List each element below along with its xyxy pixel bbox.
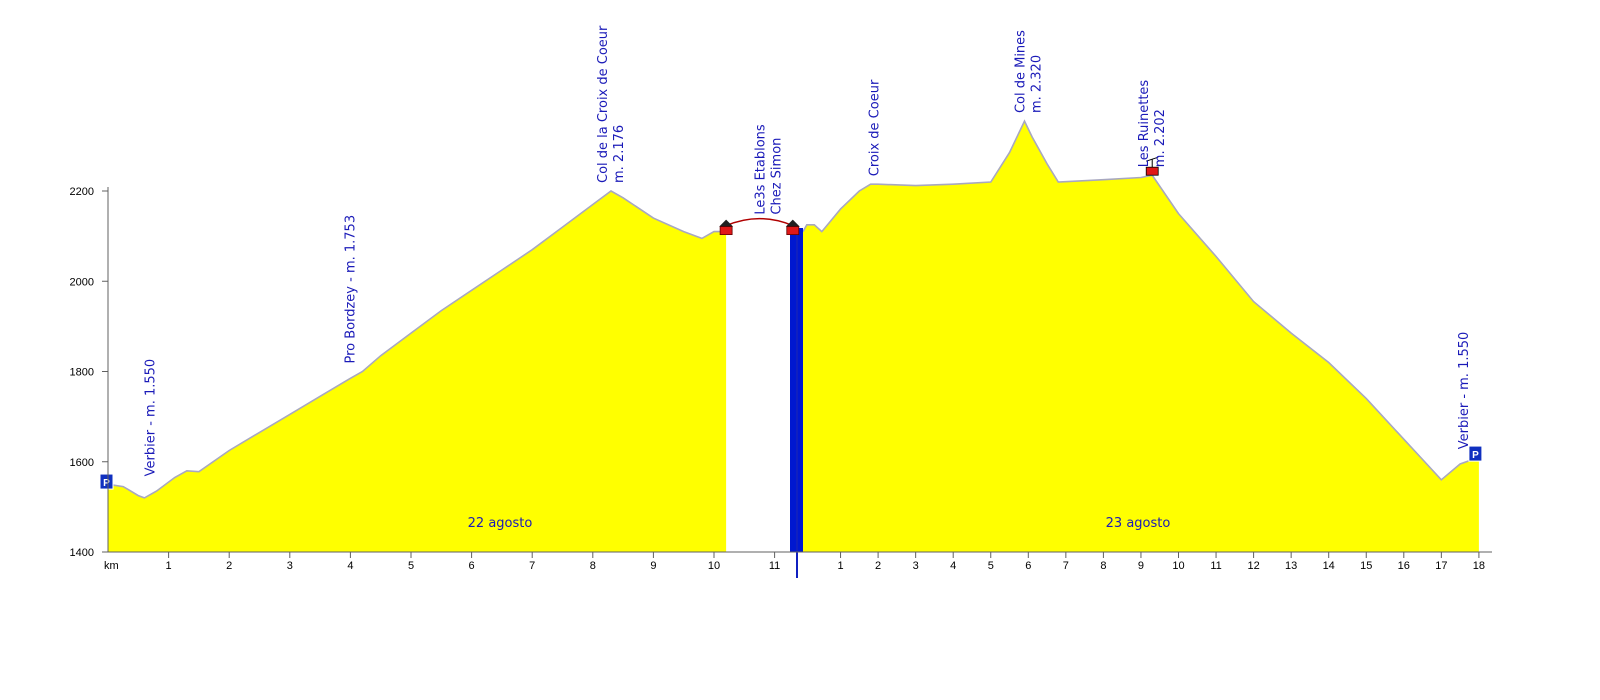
elevation-area-day-1 — [108, 191, 727, 552]
x-tick-label-day2-8: 8 — [1100, 560, 1106, 572]
parking-icon-1 — [99, 473, 114, 490]
poi-label-4-line-2: Chez Simon — [770, 138, 785, 215]
day-label-1: 22 agosto — [468, 516, 533, 531]
x-tick-label-day2-13: 13 — [1285, 560, 1297, 572]
hut-connection-arc — [725, 217, 794, 227]
x-tick-label-day2-2: 2 — [875, 560, 881, 572]
x-tick-label-day1-4: 4 — [347, 560, 353, 572]
x-tick-label-day1-8: 8 — [590, 560, 596, 572]
x-tick-label-day1-10: 10 — [708, 560, 720, 572]
y-tick-label-1400: 1400 — [70, 547, 94, 559]
parking-icon-label-1: P — [103, 478, 110, 489]
x-tick-label-day2-11: 11 — [1210, 560, 1221, 572]
hut-icon-2 — [786, 226, 800, 236]
x-tick-label-day2-4: 4 — [950, 560, 956, 572]
poi-label-2-line-1: Pro Bordzey - m. 1.753 — [343, 215, 358, 364]
poi-label-7-line-1: Les Ruinettes — [1137, 80, 1152, 168]
x-tick-label-day1-11: 11 — [769, 560, 780, 572]
hut-roof-1 — [719, 219, 734, 227]
x-tick-label-day1-5: 5 — [408, 560, 414, 572]
poi-label-7-line-2: m. 2.202 — [1153, 109, 1168, 167]
x-tick-label-day2-9: 9 — [1138, 560, 1144, 572]
x-tick-label-day2-7: 7 — [1063, 560, 1069, 572]
poi-label-3-line-2: m. 2.176 — [612, 125, 627, 183]
x-tick-label-day2-18: 18 — [1473, 560, 1485, 572]
x-tick-label-day1-7: 7 — [529, 560, 535, 572]
poi-label-8-line-1: Verbier - m. 1.550 — [1457, 332, 1472, 450]
y-tick-label-1600: 1600 — [70, 457, 94, 469]
x-tick-label-day2-12: 12 — [1247, 560, 1259, 572]
elevation-area-day-2 — [803, 121, 1479, 552]
x-tick-label-day1-2: 2 — [226, 560, 232, 572]
elevation-line-day-1 — [107, 190, 727, 499]
x-tick-label-day1-6: 6 — [469, 560, 475, 572]
y-tick-label-1800: 1800 — [70, 367, 94, 379]
x-tick-label-day1-9: 9 — [650, 560, 656, 572]
x-tick-label-day2-3: 3 — [913, 560, 919, 572]
parking-icon-label-2: P — [1472, 450, 1479, 461]
x-tick-label-day1-3: 3 — [287, 560, 293, 572]
hut-icon-1 — [719, 226, 733, 236]
elevation-line-day-2 — [802, 119, 1480, 481]
x-tick-label-day2-14: 14 — [1323, 560, 1335, 572]
poi-label-5-line-1: Croix de Coeur — [867, 79, 882, 176]
poi-label-3-line-1: Col de la Croix de Coeur — [596, 25, 611, 183]
cable-car-icon — [1145, 166, 1159, 176]
y-tick-label-2000: 2000 — [70, 276, 94, 288]
y-tick-label-2200: 2200 — [70, 186, 94, 198]
x-tick-label-day2-5: 5 — [988, 560, 994, 572]
x-tick-label-day2-10: 10 — [1172, 560, 1184, 572]
x-tick-label-day1-km: km — [104, 560, 119, 572]
poi-label-6-line-1: Col de Mines — [1013, 30, 1028, 113]
x-tick-label-day2-1: 1 — [837, 560, 843, 572]
poi-label-4-line-1: Le3s Etablons — [754, 124, 769, 215]
poi-label-1-line-1: Verbier - m. 1.550 — [143, 359, 158, 477]
day-label-2: 23 agosto — [1106, 516, 1171, 531]
x-tick-label-day2-16: 16 — [1398, 560, 1410, 572]
poi-label-6-line-2: m. 2.320 — [1029, 55, 1044, 113]
x-tick-label-day1-1: 1 — [166, 560, 172, 572]
parking-icon-2 — [1468, 445, 1483, 462]
hut-roof-2 — [785, 219, 800, 227]
x-tick-label-day2-17: 17 — [1435, 560, 1447, 572]
x-tick-label-day2-15: 15 — [1360, 560, 1372, 572]
x-tick-label-day2-6: 6 — [1025, 560, 1031, 572]
